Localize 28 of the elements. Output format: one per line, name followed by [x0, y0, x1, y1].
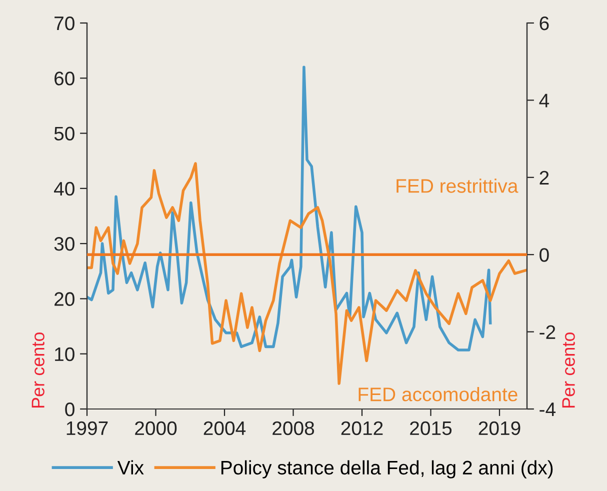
x-tick-label: 2008 — [272, 421, 314, 436]
y-tick-label: 30 — [54, 237, 74, 251]
y-tick-label: 60 — [54, 72, 74, 86]
y2-tick-label: 6 — [540, 16, 549, 30]
y2-tick-label: 0 — [540, 248, 549, 262]
line-series — [87, 162, 527, 385]
y2-axis-title: Per cento — [562, 332, 575, 408]
legend-label: Policy stance della Fed, lag 2 anni (dx) — [221, 460, 553, 478]
x-tick-label: 2004 — [204, 421, 246, 436]
x-tick-label: 2019 — [478, 421, 520, 436]
y-tick-label: 70 — [54, 16, 74, 30]
annotation: FED accomodante — [358, 387, 518, 402]
y2-tick-label: 4 — [539, 94, 550, 108]
x-tick-label: 2015 — [410, 421, 452, 436]
y-axis-title: Per cento — [32, 332, 44, 408]
y-tick-label: 20 — [54, 292, 74, 306]
annotation: FED restrittiva — [396, 178, 518, 193]
y2-tick-label: 2 — [540, 170, 549, 184]
x-tick-label: 1997 — [66, 421, 108, 436]
y-tick-label: 40 — [54, 182, 74, 196]
legend-label: Vix — [117, 460, 144, 474]
y-tick-label: 50 — [54, 126, 74, 141]
y2-tick-label: -4 — [540, 402, 556, 416]
x-tick-label: 2012 — [341, 421, 383, 436]
y-tick-label: 0 — [65, 402, 74, 416]
y2-tick-label: -2 — [540, 325, 556, 339]
x-tick-label: 2000 — [135, 421, 177, 436]
y-tick-label: 10 — [55, 347, 74, 362]
